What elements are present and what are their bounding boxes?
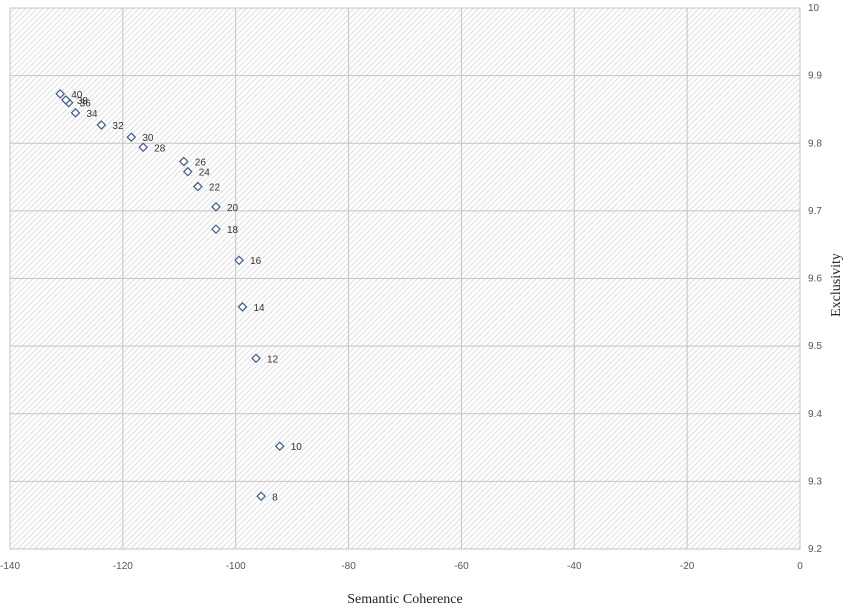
- data-label: 10: [291, 442, 303, 453]
- data-point: [178, 156, 189, 167]
- x-tick-label: 0: [797, 561, 803, 572]
- x-tick-label: -120: [113, 561, 133, 572]
- data-point: [237, 302, 248, 312]
- x-axis-ticks: -140 -120 -100 -80 -60 -40 -20 0: [0, 561, 803, 572]
- y-axis-ticks: 9.2 9.3 9.4 9.5 9.6 9.7 9.8 9.9 10: [808, 3, 822, 555]
- data-label: 36: [80, 99, 92, 110]
- y-axis-title: Exclusivity: [829, 253, 844, 317]
- data-label: 32: [112, 121, 124, 132]
- x-tick-label: -80: [341, 561, 356, 572]
- data-point: [274, 441, 285, 452]
- y-tick-label: 9.8: [808, 138, 822, 149]
- data-label: 18: [227, 225, 239, 236]
- data-point: [182, 166, 193, 177]
- data-point: [96, 120, 107, 130]
- x-tick-label: -20: [680, 561, 695, 572]
- y-tick-label: 9.3: [808, 476, 822, 487]
- y-tick-label: 9.7: [808, 206, 822, 217]
- data-point: [193, 181, 203, 192]
- x-tick-label: -100: [226, 561, 246, 572]
- data-point: [61, 95, 71, 105]
- y-tick-label: 10: [808, 3, 820, 14]
- data-point: [234, 255, 244, 266]
- data-label: 12: [267, 354, 279, 365]
- y-tick-label: 9.9: [808, 71, 822, 82]
- data-label: 28: [154, 143, 166, 154]
- y-tick-label: 9.4: [808, 409, 822, 420]
- data-point: [211, 224, 221, 234]
- y-tick-label: 9.2: [808, 544, 822, 555]
- data-label: 40: [71, 90, 83, 101]
- y-tick-label: 9.6: [808, 274, 822, 285]
- x-tick-label: -60: [454, 561, 469, 572]
- data-point: [256, 491, 266, 502]
- data-point: [126, 132, 137, 143]
- data-label: 16: [250, 256, 262, 267]
- data-label: 30: [142, 133, 154, 144]
- data-label: 26: [195, 158, 207, 169]
- y-tick-label: 9.5: [808, 341, 822, 352]
- data-point: [138, 142, 149, 153]
- x-tick-label: -140: [0, 561, 20, 572]
- data-label: 34: [86, 109, 98, 120]
- data-point: [211, 201, 221, 212]
- data-label: 22: [209, 183, 221, 194]
- x-tick-label: -40: [567, 561, 582, 572]
- data-point: [251, 353, 261, 364]
- data-label: 24: [199, 168, 211, 179]
- data-point: [70, 107, 81, 118]
- data-label: 20: [227, 203, 239, 214]
- gridlines: [9, 7, 801, 550]
- data-label: 14: [253, 303, 265, 314]
- data-label: 8: [272, 492, 278, 503]
- data-point: [55, 89, 66, 99]
- x-axis-title: Semantic Coherence: [347, 592, 462, 607]
- data-label: 38: [77, 96, 89, 107]
